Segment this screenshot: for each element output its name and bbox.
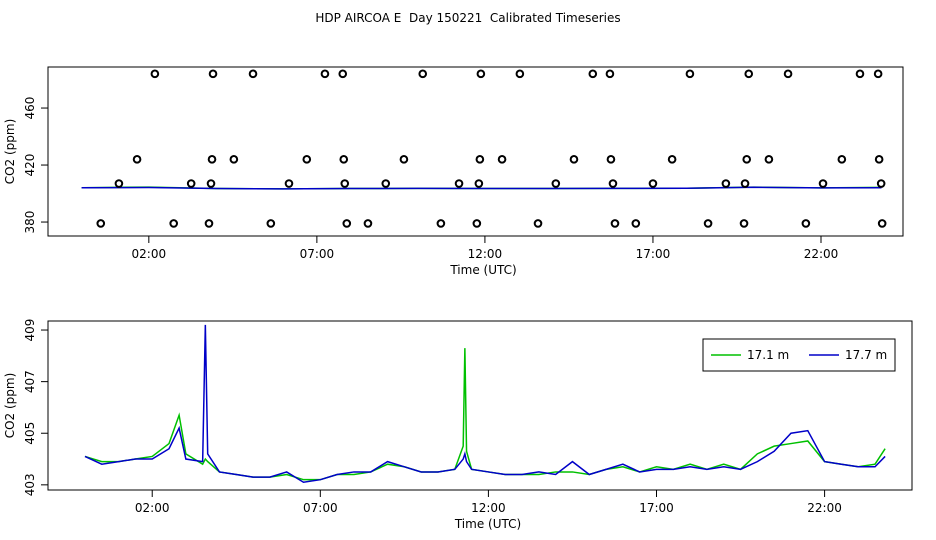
calibration-point bbox=[569, 155, 579, 164]
calibration-point bbox=[472, 219, 482, 228]
x-tick-label: 17:00 bbox=[636, 247, 671, 261]
calibration-point bbox=[533, 219, 543, 228]
calibration-point bbox=[302, 155, 312, 164]
calibration-point bbox=[551, 179, 561, 188]
calibration-point bbox=[207, 155, 217, 164]
calibration-point bbox=[608, 179, 618, 188]
calibration-point bbox=[284, 179, 294, 188]
calibration-point bbox=[631, 219, 641, 228]
x-tick-label: 07:00 bbox=[300, 247, 335, 261]
calibration-point bbox=[340, 179, 350, 188]
calibration-point bbox=[739, 219, 749, 228]
x-tick-label: 12:00 bbox=[471, 501, 506, 515]
calibration-point bbox=[399, 155, 409, 164]
calibration-point bbox=[721, 179, 731, 188]
calibration-point bbox=[588, 69, 598, 79]
x-tick-label: 02:00 bbox=[132, 247, 167, 261]
calibration-point bbox=[667, 155, 677, 164]
calibration-point bbox=[454, 179, 464, 188]
calibration-point bbox=[476, 69, 486, 79]
plot-frame bbox=[47, 66, 904, 237]
calibration-point bbox=[515, 69, 525, 79]
x-tick-label: 07:00 bbox=[303, 501, 338, 515]
calibration-point bbox=[266, 219, 276, 228]
y-tick-label: 409 bbox=[23, 319, 37, 342]
calibration-point bbox=[436, 219, 446, 228]
calibration-point bbox=[610, 219, 620, 228]
y-axis-label: CO2 (ppm) bbox=[3, 373, 17, 439]
calibration-point bbox=[874, 155, 884, 164]
calibration-point bbox=[338, 69, 348, 79]
y-tick-label: 420 bbox=[23, 154, 37, 177]
chart-title: HDP AIRCOA E Day 150221 Calibrated Times… bbox=[315, 11, 620, 25]
calibration-point bbox=[474, 179, 484, 188]
series-line bbox=[84, 324, 886, 484]
x-tick-label: 22:00 bbox=[807, 501, 842, 515]
y-tick-label: 460 bbox=[23, 97, 37, 120]
calibration-point bbox=[248, 69, 258, 79]
x-tick-label: 02:00 bbox=[135, 501, 170, 515]
x-axis-label: Time (UTC) bbox=[449, 263, 516, 277]
x-tick-label: 12:00 bbox=[468, 247, 503, 261]
calibration-point bbox=[229, 155, 239, 164]
calibration-point bbox=[150, 69, 160, 79]
calibration-point bbox=[320, 69, 330, 79]
y-tick-label: 405 bbox=[23, 422, 37, 445]
calibration-point bbox=[685, 69, 695, 79]
calibration-point bbox=[381, 179, 391, 188]
calibration-point bbox=[837, 155, 847, 164]
calibration-point bbox=[186, 179, 196, 188]
x-tick-label: 17:00 bbox=[639, 501, 674, 515]
calibration-point bbox=[783, 69, 793, 79]
legend-label: 17.1 m bbox=[747, 348, 789, 362]
calibration-point bbox=[606, 155, 616, 164]
calibration-point bbox=[204, 219, 214, 228]
legend-label: 17.7 m bbox=[845, 348, 887, 362]
calibration-point bbox=[818, 179, 828, 188]
calibration-point bbox=[764, 155, 774, 164]
calibration-point bbox=[114, 179, 124, 188]
calibration-point bbox=[740, 179, 750, 188]
calibration-point bbox=[648, 179, 658, 188]
series-line bbox=[81, 186, 882, 190]
calibration-point bbox=[801, 219, 811, 228]
calibration-point bbox=[339, 155, 349, 164]
calibration-point bbox=[342, 219, 352, 228]
calibration-point bbox=[132, 155, 142, 164]
calibration-point bbox=[96, 219, 106, 228]
calibration-point bbox=[418, 69, 428, 79]
y-tick-label: 380 bbox=[23, 211, 37, 234]
calibration-point bbox=[497, 155, 507, 164]
y-tick-label: 403 bbox=[23, 473, 37, 496]
calibration-point bbox=[475, 155, 485, 164]
calibration-point bbox=[169, 219, 178, 228]
y-axis-label: CO2 (ppm) bbox=[3, 119, 17, 185]
x-tick-label: 22:00 bbox=[804, 247, 839, 261]
calibration-point bbox=[877, 219, 887, 228]
calibration-point bbox=[703, 219, 713, 228]
calibration-point bbox=[605, 69, 615, 79]
calibration-point bbox=[855, 69, 865, 79]
calibration-point bbox=[363, 219, 373, 228]
calibration-point bbox=[742, 155, 752, 164]
calibration-point bbox=[744, 69, 754, 79]
calibration-point bbox=[876, 179, 886, 188]
plot-frame bbox=[47, 320, 913, 491]
calibration-point bbox=[208, 69, 218, 79]
calibration-point bbox=[206, 179, 216, 188]
x-axis-label: Time (UTC) bbox=[454, 517, 521, 531]
calibration-point bbox=[873, 69, 883, 79]
y-tick-label: 407 bbox=[23, 370, 37, 393]
